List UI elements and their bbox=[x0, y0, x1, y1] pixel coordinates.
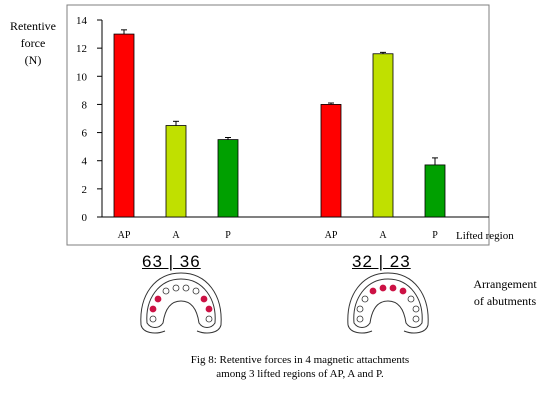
arrangement-32-23: 32 | 23 bbox=[352, 252, 411, 272]
arrangement-legend: Arrangement of abutments bbox=[462, 276, 548, 310]
arrangement-legend-line: Arrangement bbox=[473, 277, 537, 291]
abutment-dot-empty bbox=[412, 305, 420, 313]
y-tick-label: 2 bbox=[82, 184, 88, 196]
bar-a bbox=[372, 53, 394, 218]
y-tick-label: 6 bbox=[82, 128, 88, 140]
arch-32-23-icon bbox=[347, 272, 429, 334]
y-tick-label: 10 bbox=[76, 71, 88, 83]
figure-caption: Fig 8: Retentive forces in 4 magnetic at… bbox=[100, 353, 500, 381]
y-tick-label: 8 bbox=[82, 99, 88, 111]
abutment-dot-empty bbox=[182, 284, 190, 292]
caption-line: Fig 8: Retentive forces in 4 magnetic at… bbox=[190, 354, 410, 366]
abutment-dot-empty bbox=[356, 315, 364, 323]
abutment-dot-filled bbox=[389, 284, 397, 292]
bar-p bbox=[424, 164, 446, 218]
y-axis-label-line: force bbox=[20, 36, 46, 50]
x-tick-label: A bbox=[379, 230, 387, 241]
x-tick-label: AP bbox=[325, 230, 338, 241]
bar-a bbox=[165, 125, 187, 218]
y-tick-label: 0 bbox=[82, 212, 88, 224]
bar-ap bbox=[113, 33, 135, 218]
arrangement-text: 32 | 23 bbox=[352, 252, 411, 271]
abutment-dot-empty bbox=[162, 287, 170, 295]
bars bbox=[113, 29, 446, 218]
abutment-dot-empty bbox=[356, 305, 364, 313]
abutment-dot-empty bbox=[172, 284, 180, 292]
arrangement-text: 63 | 36 bbox=[142, 252, 201, 271]
arrangement-legend-line: of abutments bbox=[473, 294, 537, 308]
x-tick-labels: AP A P AP A P bbox=[118, 230, 439, 241]
y-axis-label: Retentive force (N) bbox=[4, 18, 62, 69]
abutment-dot-filled bbox=[149, 305, 157, 313]
abutment-dot-empty bbox=[412, 315, 420, 323]
y-axis-label-line: (N) bbox=[24, 53, 42, 67]
abutment-dot-empty bbox=[192, 287, 200, 295]
bar-p bbox=[217, 139, 239, 218]
caption-line: among 3 lifted regions of AP, A and P. bbox=[216, 368, 384, 380]
abutment-dot-empty bbox=[205, 315, 213, 323]
arch-63-36-icon bbox=[140, 272, 222, 334]
abutment-dot-filled bbox=[200, 295, 208, 303]
arch-diagrams bbox=[140, 272, 429, 334]
x-tick-label: A bbox=[172, 230, 180, 241]
y-tick-label: 4 bbox=[82, 156, 88, 168]
x-axis-title: Lifted region bbox=[456, 230, 514, 242]
bar-ap bbox=[320, 104, 342, 218]
y-tick-label: 12 bbox=[76, 43, 87, 55]
y-tick-label: 14 bbox=[76, 15, 88, 27]
abutment-dot-filled bbox=[205, 305, 213, 313]
x-tick-label: P bbox=[225, 230, 231, 241]
abutment-dot-filled bbox=[399, 287, 407, 295]
abutment-dot-filled bbox=[369, 287, 377, 295]
abutment-dot-empty bbox=[149, 315, 157, 323]
x-tick-label: AP bbox=[118, 230, 131, 241]
arrangement-63-36: 63 | 36 bbox=[142, 252, 201, 272]
x-tick-label: P bbox=[432, 230, 438, 241]
plot-frame bbox=[66, 4, 490, 246]
abutment-dot-filled bbox=[379, 284, 387, 292]
y-axis-label-line: Retentive bbox=[10, 19, 56, 33]
abutment-dot-empty bbox=[361, 295, 369, 303]
abutment-dot-filled bbox=[154, 295, 162, 303]
abutment-dot-empty bbox=[407, 295, 415, 303]
